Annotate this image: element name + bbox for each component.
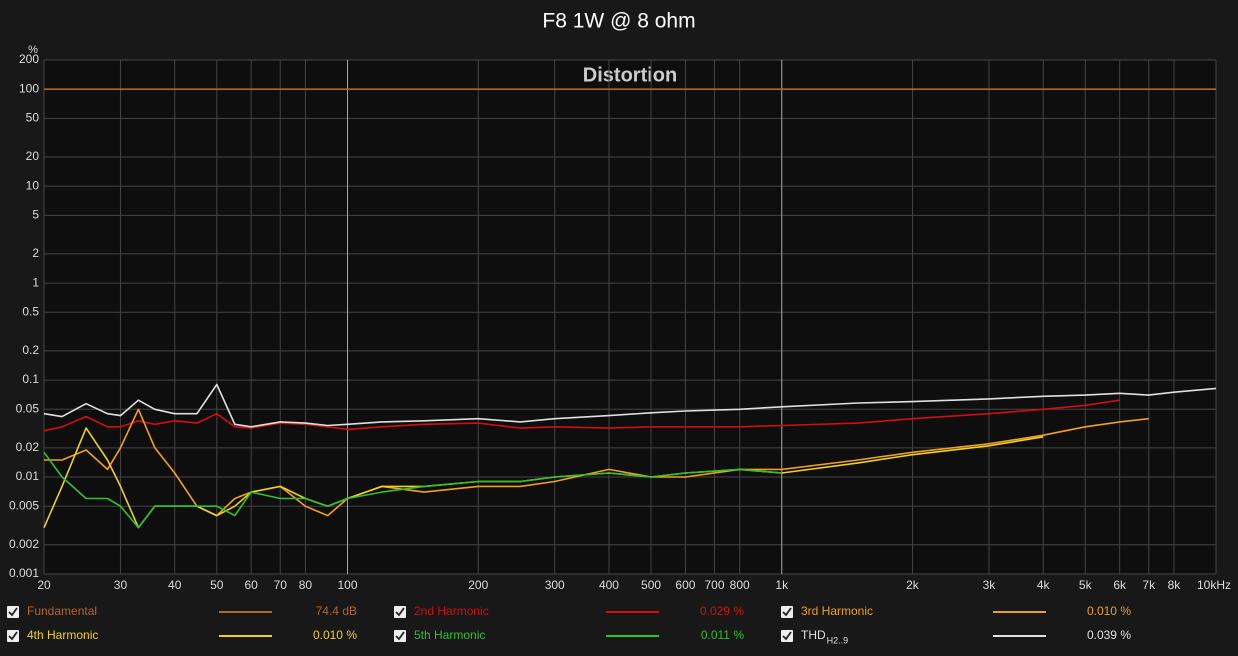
legend-item: 2nd Harmonic 0.029 % — [394, 604, 744, 618]
x-tick-label: 7k — [1142, 578, 1156, 592]
x-tick-label: 40 — [168, 578, 182, 592]
y-tick-label: 20 — [26, 149, 40, 163]
x-tick-label: 800 — [730, 578, 750, 592]
x-tick-label: 10kHz — [1197, 578, 1231, 592]
checkmark[interactable] — [782, 631, 792, 641]
legend-checkbox[interactable] — [781, 630, 793, 642]
x-tick-label: 4k — [1037, 578, 1051, 592]
y-tick-label: 0.2 — [22, 343, 39, 357]
y-tick-label: 0.01 — [16, 469, 40, 483]
x-tick-label: 200 — [468, 578, 488, 592]
legend-checkbox[interactable] — [781, 606, 793, 618]
x-tick-label: 20 — [37, 578, 51, 592]
legend-item: 3rd Harmonic 0.010 % — [781, 604, 1131, 618]
y-tick-label: 0.001 — [9, 566, 39, 580]
y-tick-label: 200 — [19, 52, 39, 66]
legend-label: 5th Harmonic — [414, 628, 485, 642]
x-tick-label: 5k — [1079, 578, 1093, 592]
y-unit: % — [28, 44, 38, 56]
legend-value: 0.011 % — [701, 628, 744, 642]
y-tick-label: 10 — [26, 178, 40, 192]
x-tick-label: 50 — [210, 578, 224, 592]
legend-label: 3rd Harmonic — [801, 604, 873, 618]
legend-label: Fundamental — [27, 604, 97, 618]
x-tick-label: 100 — [338, 578, 358, 592]
x-tick-label: 8k — [1168, 578, 1182, 592]
series-line — [43, 383, 1217, 428]
x-tick-label: 3k — [983, 578, 997, 592]
legend-item: THD H2..9 0.039 % — [781, 628, 1131, 645]
legend-value: 0.029 % — [700, 604, 744, 618]
legend-checkbox[interactable] — [394, 630, 406, 642]
legend-label-sub: H2..9 — [827, 635, 849, 645]
legend-item: 5th Harmonic 0.011 % — [394, 628, 744, 642]
y-tick-label: 0.05 — [16, 401, 40, 415]
legend-value: 0.039 % — [1087, 628, 1131, 642]
legend-value: 74.4 dB — [316, 604, 357, 618]
x-tick-label: 70 — [274, 578, 288, 592]
x-tick-label: 300 — [545, 578, 565, 592]
checkmark[interactable] — [395, 607, 405, 617]
series-line — [43, 451, 782, 529]
chart-subtitle: Distortion — [583, 64, 677, 86]
plot-area — [44, 60, 1216, 574]
x-tick-label: 2k — [906, 578, 920, 592]
y-tick-label: 2 — [32, 246, 39, 260]
x-tick-label: 1k — [775, 578, 789, 592]
legend-value: 0.010 % — [1087, 604, 1131, 618]
legend-checkbox[interactable] — [394, 606, 406, 618]
y-tick-label: 0.1 — [22, 372, 39, 386]
y-tick-label: 5 — [32, 208, 39, 222]
y-tick-label: 0.02 — [16, 440, 40, 454]
legend-label: 4th Harmonic — [27, 628, 98, 642]
checkmark[interactable] — [8, 607, 18, 617]
checkmark[interactable] — [395, 631, 405, 641]
chart-title: F8 1W @ 8 ohm — [542, 10, 695, 33]
x-tick-label: 80 — [299, 578, 313, 592]
y-tick-label: 0.5 — [22, 304, 39, 318]
x-tick-label: 60 — [245, 578, 259, 592]
checkmark[interactable] — [8, 631, 18, 641]
y-tick-label: 100 — [19, 81, 39, 95]
y-tick-label: 50 — [26, 111, 40, 125]
checkmark[interactable] — [782, 607, 792, 617]
legend-checkbox[interactable] — [7, 630, 19, 642]
legend-checkbox[interactable] — [7, 606, 19, 618]
y-tick-label: 0.005 — [9, 498, 39, 512]
y-tick-label: 0.002 — [9, 537, 39, 551]
legend-value: 0.010 % — [313, 628, 357, 642]
legend-label: 2nd Harmonic — [414, 604, 489, 618]
y-tick-label: 1 — [32, 275, 39, 289]
legend-item: 4th Harmonic 0.010 % — [7, 628, 357, 642]
x-tick-label: 400 — [599, 578, 619, 592]
x-tick-label: 600 — [675, 578, 695, 592]
x-tick-label: 700 — [704, 578, 724, 592]
x-tick-label: 30 — [114, 578, 128, 592]
legend-label: THD — [801, 628, 826, 642]
x-tick-label: 6k — [1113, 578, 1127, 592]
series-line — [43, 399, 1120, 432]
x-tick-label: 500 — [641, 578, 661, 592]
legend-item: Fundamental 74.4 dB — [7, 604, 357, 618]
